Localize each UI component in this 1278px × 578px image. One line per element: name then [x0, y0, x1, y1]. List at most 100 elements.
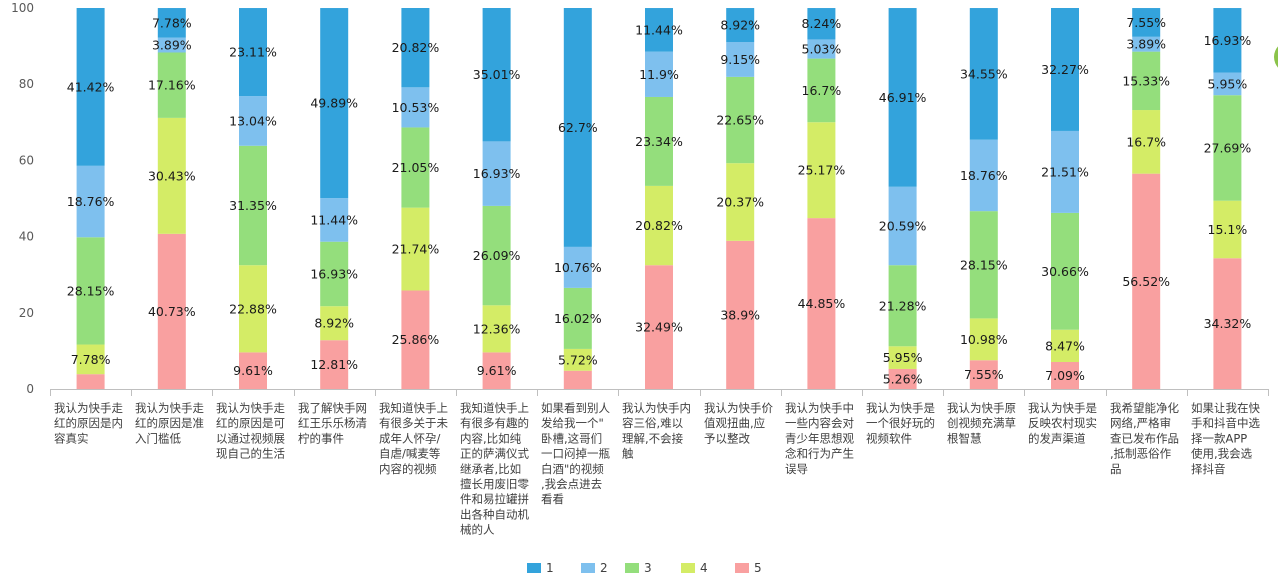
bar-segment: [76, 8, 105, 166]
partial-edge-icon: [1274, 46, 1278, 68]
data-label: 28.15%: [960, 257, 1008, 272]
bar-segment: [401, 87, 430, 128]
data-label: 30.43%: [148, 168, 196, 183]
data-label: 34.32%: [1204, 316, 1252, 331]
data-label: 30.66%: [1041, 264, 1089, 279]
bar-segment: [1132, 173, 1161, 389]
category-label: 查已发布作品: [1110, 431, 1179, 445]
category-label: 根智慧: [947, 431, 982, 445]
data-label: 12.81%: [310, 357, 358, 372]
data-labels: 7.78% 28.15% 18.76% 41.42% 40.73% 30.43% 17.16…: [67, 15, 1252, 387]
data-label: 9.15%: [720, 52, 760, 67]
category-label: 出各种自动机: [460, 507, 529, 521]
bar-segment: [726, 8, 755, 43]
category-label: 值观扭曲,应: [704, 416, 765, 430]
bar-segment: [1051, 212, 1079, 330]
bar-segment: [239, 96, 267, 146]
category-label: 青少年思想观: [785, 431, 854, 445]
bar-segment: [969, 318, 998, 361]
legend-label: 1: [546, 561, 554, 575]
data-label: 7.55%: [964, 367, 1004, 382]
bar-segment: [807, 58, 836, 123]
data-label: 20.82%: [635, 218, 683, 233]
bar-segment: [888, 265, 917, 347]
category-label: 创视频充满草: [947, 416, 1016, 430]
category-label: 一口闷掉一瓶: [541, 447, 610, 461]
category-label: 红王乐乐杨清: [298, 416, 367, 430]
bar-segment: [239, 352, 267, 389]
bar-segment: [1132, 8, 1161, 37]
data-label: 32.27%: [1041, 62, 1089, 77]
bar-segment: [157, 117, 186, 234]
data-label: 9.61%: [233, 363, 273, 378]
legend-swatch: [735, 563, 749, 573]
category-label: 现自己的生活: [216, 447, 285, 461]
data-label: 62.7%: [558, 120, 598, 135]
category-label: 发给我一个": [541, 416, 604, 430]
data-label: 21.28%: [879, 298, 927, 313]
bar-segment: [482, 8, 511, 142]
category-label: 误导: [785, 462, 808, 476]
bar-segment: [76, 374, 105, 389]
bar-segment: [1051, 329, 1079, 362]
bar-segment: [482, 205, 511, 306]
data-label: 16.7%: [802, 83, 842, 98]
bar-segment: [888, 8, 917, 187]
data-label: 32.49%: [635, 320, 683, 335]
category-label: 予以整改: [704, 431, 750, 445]
data-label: 8.24%: [802, 16, 842, 31]
data-label: 3.89%: [1126, 37, 1166, 52]
bar-segment: [1132, 51, 1161, 111]
bar-segment: [888, 186, 917, 266]
category-label: 择抖音: [1191, 462, 1226, 476]
bars: [76, 8, 1242, 389]
bar-segment: [969, 360, 998, 389]
data-label: 35.01%: [473, 67, 521, 82]
category-label: 的发声渠道: [1028, 431, 1086, 445]
bar-segment: [320, 8, 349, 199]
bar-segment: [969, 139, 998, 212]
data-label: 11.44%: [635, 22, 683, 37]
category-label: 如果看到别人: [541, 401, 610, 415]
y-tick-label: 20: [19, 306, 34, 320]
bar-segment: [807, 122, 836, 219]
data-label: 34.55%: [960, 66, 1008, 81]
bar-segment: [563, 287, 592, 349]
data-label: 16.7%: [1126, 134, 1166, 149]
data-label: 41.42%: [67, 79, 115, 94]
bar-segment: [645, 96, 673, 186]
bar-segment: [239, 145, 267, 266]
legend-swatch: [527, 563, 541, 573]
category-label: 我认为快手是: [1028, 401, 1097, 415]
category-label: 容三俗,难以: [622, 416, 684, 430]
data-label: 7.09%: [1045, 368, 1085, 383]
bar-segment: [969, 211, 998, 319]
data-label: 23.34%: [635, 134, 683, 149]
data-label: 12.36%: [473, 321, 521, 336]
bar-segment: [320, 241, 349, 307]
data-label: 20.37%: [716, 194, 764, 209]
data-label: 22.65%: [716, 113, 764, 128]
bar-segment: [969, 8, 998, 140]
data-label: 22.88%: [229, 301, 277, 316]
category-label: 卧槽,这哥们: [541, 431, 602, 445]
bar-segment: [401, 290, 430, 389]
data-label: 8.92%: [314, 316, 354, 331]
category-label: 我认为快手是: [866, 401, 935, 415]
data-label: 40.73%: [148, 304, 196, 319]
axes: 0 20 40 60 80 100: [11, 1, 1269, 396]
data-label: 18.76%: [67, 194, 115, 209]
y-tick-label: 60: [19, 153, 34, 167]
category-label: 我认为快手原: [947, 401, 1016, 415]
data-label: 18.76%: [960, 168, 1008, 183]
bar-segment: [482, 141, 511, 206]
category-label: 自虐/喊麦等: [379, 447, 440, 461]
bar-segment: [157, 52, 186, 118]
category-label: ,抵制恶俗作: [1110, 447, 1172, 461]
category-label: 视频软件: [866, 431, 912, 445]
bar-segment: [1213, 200, 1242, 259]
legend-swatch: [625, 563, 639, 573]
category-label: 我认为快手内: [622, 401, 691, 415]
